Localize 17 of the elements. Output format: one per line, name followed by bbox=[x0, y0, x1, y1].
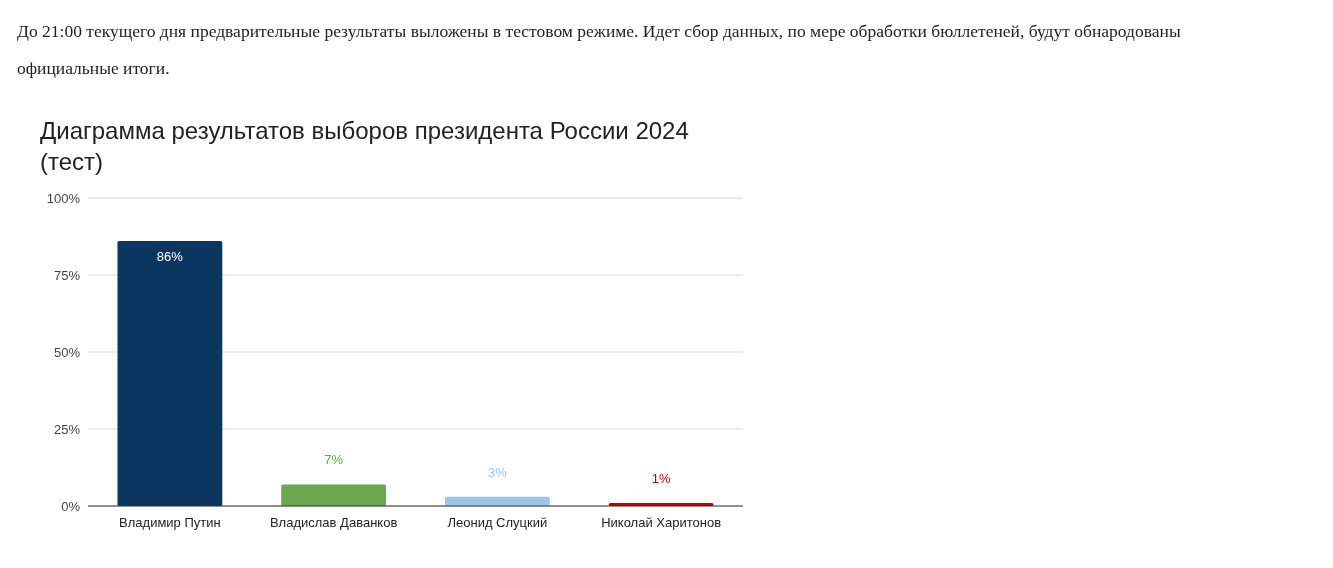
y-tick-label: 0% bbox=[61, 498, 81, 514]
x-tick-label: Николай Харитонов bbox=[601, 515, 722, 530]
chart-title: Диаграмма результатов выборов президента России 2024 (тест) bbox=[40, 117, 689, 175]
y-tick-label: 100% bbox=[46, 190, 81, 206]
text: До 21:00 текущего дня предварительные результаты выложены в тестовом режиме. Идет сбор данных, по мере обработки бюллетеней, будут обнародованы официальные итоги. bbox=[17, 20, 1182, 80]
x-tick-label: Владимир Путин bbox=[119, 515, 221, 530]
y-tick-label: 50% bbox=[53, 344, 81, 360]
bar bbox=[281, 484, 387, 506]
x-tick-label: Леонид Слуцкий bbox=[447, 515, 548, 530]
y-tick-label: 25% bbox=[53, 421, 81, 437]
x-tick-label: Владислав Даванков bbox=[269, 515, 398, 530]
y-tick-label: 75% bbox=[53, 267, 81, 283]
data-label: 86% bbox=[156, 249, 184, 265]
bar bbox=[117, 241, 223, 506]
data-label: 1% bbox=[651, 470, 671, 486]
data-label: 3% bbox=[487, 464, 508, 480]
data-label: 7% bbox=[324, 452, 344, 468]
